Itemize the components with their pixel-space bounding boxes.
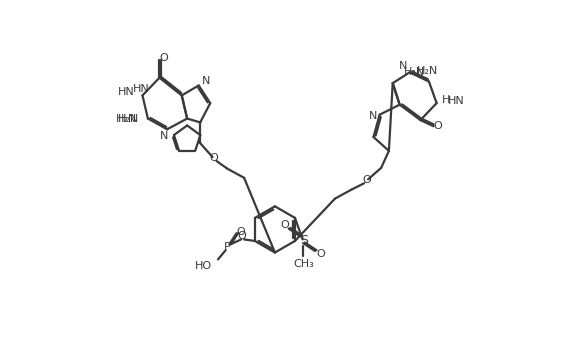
Text: H₂N: H₂N: [118, 113, 139, 123]
Text: O: O: [210, 153, 219, 163]
Text: HN: HN: [447, 96, 464, 106]
Text: O: O: [433, 121, 442, 131]
Text: O: O: [238, 230, 246, 241]
Text: N: N: [369, 111, 378, 121]
Text: N: N: [202, 76, 211, 86]
Text: O: O: [159, 53, 168, 64]
Text: H: H: [441, 95, 450, 105]
Text: HO: HO: [195, 261, 212, 271]
Text: P: P: [224, 242, 231, 252]
Text: O: O: [362, 175, 371, 185]
Text: N: N: [160, 131, 168, 141]
Text: O: O: [236, 227, 245, 237]
Text: N: N: [400, 61, 408, 71]
Text: H₂N: H₂N: [404, 67, 425, 77]
Text: H₂N: H₂N: [116, 113, 137, 123]
Text: HN: HN: [118, 87, 135, 97]
Text: S: S: [300, 234, 308, 247]
Text: O: O: [316, 249, 325, 259]
Text: O: O: [281, 220, 289, 230]
Text: H₂N: H₂N: [417, 66, 438, 76]
Text: CH₃: CH₃: [294, 259, 315, 269]
Text: HN: HN: [133, 84, 149, 93]
